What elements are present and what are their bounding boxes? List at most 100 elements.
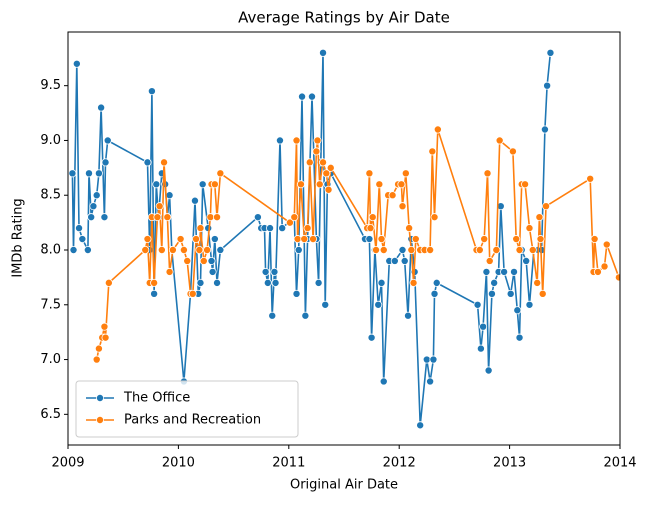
- point: [372, 246, 381, 255]
- point: [84, 169, 93, 178]
- point: [484, 366, 493, 375]
- point: [500, 267, 509, 276]
- y-tick-label: 6.5: [40, 407, 61, 422]
- point: [428, 147, 437, 156]
- chart-title: Average Ratings by Air Date: [238, 9, 450, 27]
- point: [398, 246, 407, 255]
- point: [411, 235, 420, 244]
- point: [147, 87, 156, 96]
- point: [377, 278, 386, 287]
- point: [296, 180, 305, 189]
- point: [375, 180, 384, 189]
- point: [432, 278, 441, 287]
- point: [366, 224, 375, 233]
- point: [92, 191, 101, 200]
- point: [593, 267, 602, 276]
- point: [313, 136, 322, 145]
- point: [538, 289, 547, 298]
- point: [487, 289, 496, 298]
- point: [204, 224, 213, 233]
- point: [490, 278, 499, 287]
- point: [602, 240, 611, 249]
- legend: The Office Parks and Recreation: [75, 380, 299, 438]
- point: [292, 136, 301, 145]
- point: [198, 180, 207, 189]
- point: [263, 278, 272, 287]
- point: [322, 169, 331, 178]
- point: [309, 235, 318, 244]
- point: [94, 169, 103, 178]
- point: [426, 377, 435, 386]
- point: [206, 213, 215, 222]
- point: [409, 278, 418, 287]
- point: [292, 289, 301, 298]
- point: [207, 256, 216, 265]
- point: [542, 202, 551, 211]
- point: [266, 224, 275, 233]
- point: [319, 158, 328, 167]
- point: [203, 246, 212, 255]
- plot-frame: [67, 31, 621, 446]
- point: [68, 169, 77, 178]
- point: [69, 246, 78, 255]
- point: [400, 256, 409, 265]
- point: [429, 355, 438, 364]
- point: [473, 300, 482, 309]
- y-tick-label: 9.0: [40, 133, 61, 148]
- point: [94, 344, 103, 353]
- point: [157, 246, 166, 255]
- point: [398, 202, 407, 211]
- y-tick-label: 8.5: [40, 188, 61, 203]
- point: [388, 191, 397, 200]
- point: [314, 278, 323, 287]
- point: [525, 224, 534, 233]
- point: [89, 202, 98, 211]
- point: [368, 213, 377, 222]
- point: [482, 267, 491, 276]
- point: [199, 256, 208, 265]
- point: [508, 147, 517, 156]
- point: [143, 235, 152, 244]
- point: [300, 235, 309, 244]
- point: [290, 213, 299, 222]
- point: [278, 224, 287, 233]
- point: [100, 213, 109, 222]
- point: [510, 267, 519, 276]
- point: [365, 169, 374, 178]
- x-tick-label: 2013: [493, 456, 526, 471]
- point: [253, 213, 262, 222]
- point: [590, 235, 599, 244]
- point: [324, 185, 333, 194]
- point: [87, 213, 96, 222]
- point: [586, 174, 595, 183]
- point: [196, 278, 205, 287]
- point: [285, 218, 294, 227]
- point: [268, 311, 277, 320]
- point: [422, 355, 431, 364]
- point: [160, 158, 169, 167]
- x-tick-label: 2014: [603, 456, 636, 471]
- y-tick-label: 7.0: [40, 352, 61, 367]
- point: [430, 213, 439, 222]
- legend-label: The Office: [123, 391, 190, 406]
- point: [377, 235, 386, 244]
- point: [100, 322, 109, 331]
- point: [515, 333, 524, 342]
- point: [475, 246, 484, 255]
- point: [528, 246, 537, 255]
- point: [307, 92, 316, 101]
- point: [492, 246, 501, 255]
- point: [536, 235, 545, 244]
- point: [176, 235, 185, 244]
- point: [213, 278, 222, 287]
- point: [407, 246, 416, 255]
- point: [401, 169, 410, 178]
- point: [430, 289, 439, 298]
- x-tick-label: 2011: [272, 456, 305, 471]
- legend-box: [75, 380, 299, 438]
- point: [298, 92, 307, 101]
- legend-label: Parks and Recreation: [124, 413, 261, 428]
- point: [397, 180, 406, 189]
- point: [165, 191, 174, 200]
- point: [155, 202, 164, 211]
